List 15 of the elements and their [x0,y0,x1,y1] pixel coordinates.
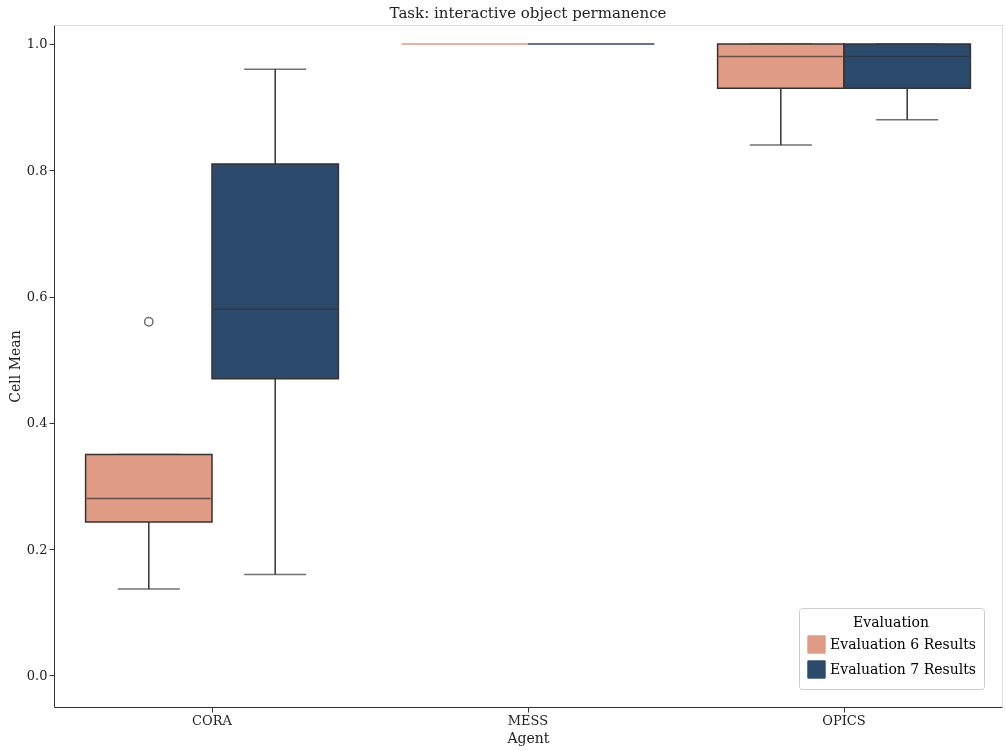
legend-label: Evaluation 7 Results [830,660,976,677]
y-tick-label: 1.0 [26,36,48,52]
y-tick-label: 0.2 [26,541,48,557]
y-axis-title: Cell Mean [6,330,23,403]
x-tick-label: CORA [192,712,233,728]
y-tick-label: 0.0 [26,667,48,683]
x-axis-title: Agent [506,729,550,746]
y-tick-label: 0.8 [26,162,48,178]
y-tick-label: 0.6 [26,289,48,305]
y-tick-label: 0.4 [26,415,48,431]
legend-title: Evaluation [853,614,929,630]
x-tick-label: OPICS [822,712,866,728]
chart-title: Task: interactive object permanence [389,4,667,22]
legend-label: Evaluation 6 Results [830,635,976,652]
x-tick-label: MESS [507,712,549,728]
